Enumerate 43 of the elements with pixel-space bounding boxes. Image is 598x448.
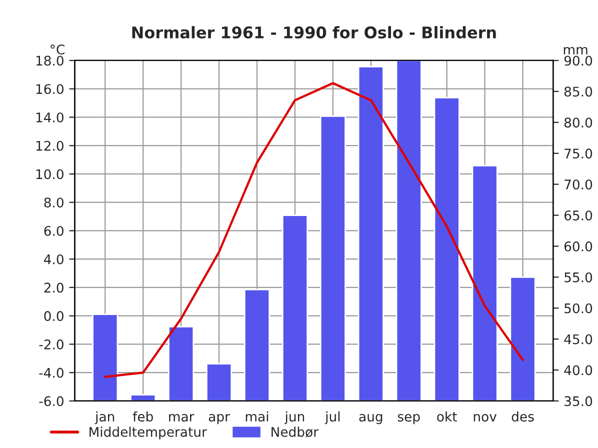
y2-tick-label: 75.0 <box>564 148 592 159</box>
y-tick-label: 12.0 <box>36 140 64 151</box>
y-tick-label: -4.0 <box>39 368 64 378</box>
x-tick-label: mar <box>169 414 194 422</box>
y-tick-label: -2.0 <box>39 339 64 350</box>
x-tick-label: apr <box>208 414 230 424</box>
x-tick-label: mai <box>246 411 268 422</box>
y2-tick-label: 35.0 <box>564 396 592 406</box>
x-tick-label: jun <box>284 411 304 424</box>
y-tick-label: -6.0 <box>39 396 64 406</box>
y2-tick-label: 80.0 <box>564 118 592 128</box>
y-tick-label: 16.0 <box>36 84 64 94</box>
x-tick-label: jul <box>324 411 340 424</box>
chart-title: Normaler 1961 - 1990 for Oslo - Blindern <box>132 26 496 38</box>
line-series <box>104 82 524 378</box>
x-tick-label: aug <box>359 414 382 424</box>
x-tick-label: des <box>512 411 534 422</box>
y2-axis-title: mm <box>564 46 588 54</box>
y-tick-label: 18.0 <box>36 56 64 66</box>
y2-tick-label: 60.0 <box>564 241 592 252</box>
y2-tick-label: 45.0 <box>564 334 592 344</box>
y2-tick-label: 50.0 <box>564 303 592 314</box>
x-tick-label: jan <box>94 411 114 424</box>
legend-label: Middeltemperatur <box>90 426 207 440</box>
y2-tick-label: 70.0 <box>564 180 592 190</box>
y2-tick-label: 55.0 <box>564 272 592 282</box>
y-tick-label: 10.0 <box>36 169 64 180</box>
x-tick-label: feb <box>132 411 153 422</box>
y2-tick-label: 85.0 <box>564 86 592 97</box>
y-tick-label: 6.0 <box>44 226 64 236</box>
legend-label: Nedbør <box>272 426 319 438</box>
y-tick-label: 14.0 <box>36 112 64 122</box>
y-tick-label: 0.0 <box>44 311 64 322</box>
y2-tick-label: 90.0 <box>564 56 592 66</box>
x-tick-label: nov <box>474 414 497 422</box>
x-tick-label: okt <box>437 411 457 422</box>
y-axis-title: °C <box>50 44 64 55</box>
y-tick-label: 4.0 <box>44 254 64 264</box>
y2-tick-label: 40.0 <box>564 365 592 376</box>
y2-tick-label: 65.0 <box>564 210 592 220</box>
y-tick-label: 8.0 <box>44 198 64 208</box>
x-tick-label: sep <box>398 414 420 424</box>
y-tick-label: 2.0 <box>44 282 64 293</box>
